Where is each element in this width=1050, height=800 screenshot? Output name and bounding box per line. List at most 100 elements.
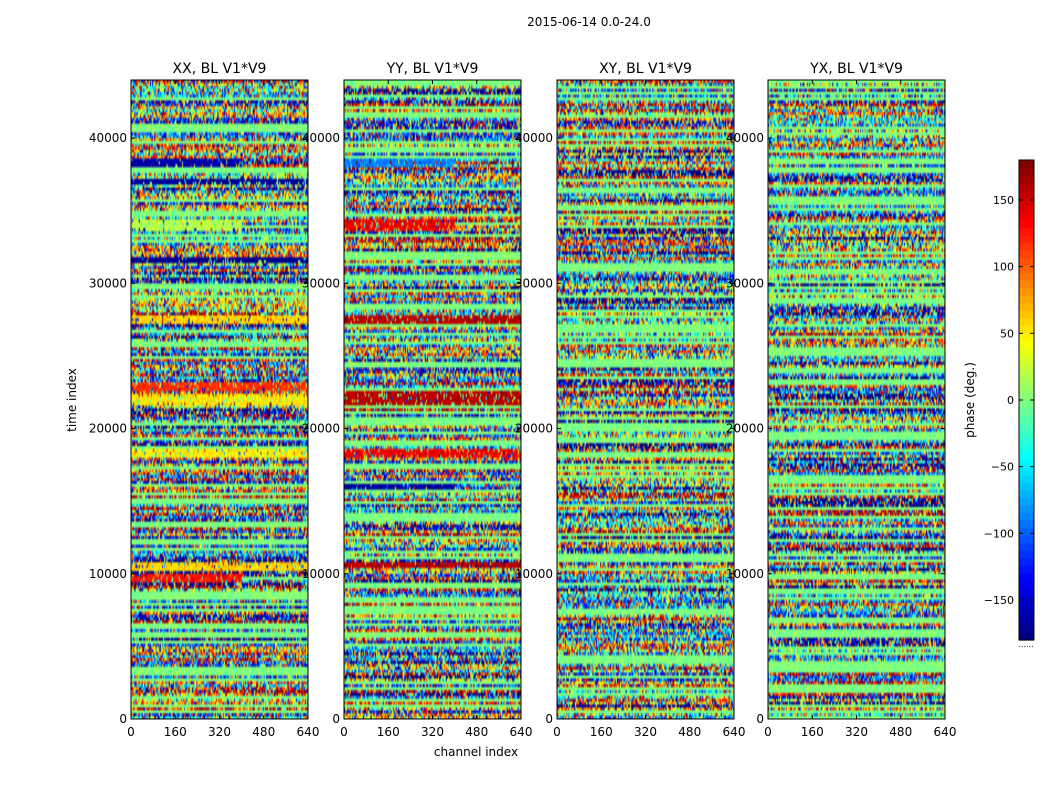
y-tick-label: 30000 [302, 276, 340, 290]
x-tick-label: 160 [801, 725, 824, 739]
x-tick-label: 480 [252, 725, 275, 739]
colorbar-segment [1019, 557, 1034, 566]
colorbar-tick-label: 50 [1000, 327, 1014, 340]
colorbar: 150 100 50 0 −50 −100 −150 [984, 159, 1035, 641]
panel-title: YY, BL V1*V9 [386, 61, 479, 77]
colorbar-tick-label: −100 [984, 527, 1014, 540]
y-tick-label: 40000 [726, 131, 764, 145]
colorbar-segment [1019, 512, 1034, 521]
x-tick-label: 640 [723, 725, 746, 739]
colorbar-segment [1019, 205, 1034, 214]
colorbar-segment [1019, 482, 1034, 491]
colorbar-segment [1019, 505, 1034, 514]
colorbar-segment [1019, 602, 1034, 611]
y-tick-label: 0 [756, 712, 764, 726]
colorbar-segment [1019, 490, 1034, 499]
colorbar-under-marker: ...... [1018, 640, 1033, 649]
colorbar-segment [1019, 332, 1034, 341]
heatmap-image [768, 80, 945, 719]
colorbar-tick-label: 0 [1007, 394, 1014, 407]
colorbar-segment [1019, 377, 1034, 386]
colorbar-segment [1019, 415, 1034, 424]
y-tick-label: 20000 [515, 422, 553, 436]
colorbar-segment [1019, 617, 1034, 626]
x-tick-label: 160 [377, 725, 400, 739]
colorbar-segment [1019, 587, 1034, 596]
colorbar-segment [1019, 347, 1034, 356]
colorbar-segment [1019, 287, 1034, 296]
colorbar-segment [1019, 452, 1034, 461]
panels: XX, BL V1*V9 0 160 320 480 640 0 10000 20000 3000… [89, 61, 957, 739]
colorbar-segment [1019, 565, 1034, 574]
colorbar-segment [1019, 430, 1034, 439]
colorbar-segment [1019, 400, 1034, 409]
colorbar-segment [1019, 160, 1034, 169]
colorbar-segment [1019, 520, 1034, 529]
y-tick-label: 20000 [726, 422, 764, 436]
heatmap-image [131, 80, 308, 719]
panel-title: YX, BL V1*V9 [809, 61, 903, 77]
colorbar-segment [1019, 265, 1034, 274]
x-tick-label: 480 [678, 725, 701, 739]
y-tick-label: 10000 [89, 567, 127, 581]
colorbar-segment [1019, 220, 1034, 229]
y-tick-label: 0 [332, 712, 340, 726]
x-tick-label: 0 [127, 725, 135, 739]
colorbar-segment [1019, 385, 1034, 394]
colorbar-segment [1019, 197, 1034, 206]
colorbar-label: phase (deg.) [963, 362, 977, 438]
colorbar-segment [1019, 370, 1034, 379]
colorbar-segment [1019, 182, 1034, 191]
y-tick-label: 30000 [515, 276, 553, 290]
colorbar-segment [1019, 550, 1034, 559]
colorbar-segment [1019, 295, 1034, 304]
panel-3: XY, BL V1*V9 0 160 320 480 640 0 10000 20000 3000… [515, 61, 746, 739]
x-tick-label: 320 [421, 725, 444, 739]
heatmap-image [344, 80, 521, 719]
colorbar-segment [1019, 250, 1034, 259]
colorbar-segment [1019, 497, 1034, 506]
colorbar-segment [1019, 445, 1034, 454]
y-tick-label: 20000 [302, 422, 340, 436]
colorbar-segment [1019, 610, 1034, 619]
heatmap-image [557, 80, 734, 719]
colorbar-segment [1019, 340, 1034, 349]
panel-1: XX, BL V1*V9 0 160 320 480 640 0 10000 20000 3000… [89, 61, 320, 739]
panel-2: YY, BL V1*V9 0 160 320 480 640 0 10000 20000 3000… [302, 61, 533, 739]
y-tick-label: 20000 [89, 422, 127, 436]
x-tick-label: 320 [208, 725, 231, 739]
y-tick-label: 10000 [515, 567, 553, 581]
y-tick-label: 40000 [89, 131, 127, 145]
y-tick-label: 30000 [89, 276, 127, 290]
x-tick-label: 480 [465, 725, 488, 739]
y-tick-label: 10000 [726, 567, 764, 581]
y-tick-label: 0 [545, 712, 553, 726]
x-tick-label: 640 [934, 725, 957, 739]
colorbar-segment [1019, 437, 1034, 446]
x-tick-label: 480 [889, 725, 912, 739]
colorbar-segment [1019, 595, 1034, 604]
x-axis-label: channel index [434, 745, 518, 759]
colorbar-segment [1019, 212, 1034, 221]
x-tick-label: 0 [764, 725, 772, 739]
colorbar-segment [1019, 257, 1034, 266]
colorbar-tick-label: −50 [991, 461, 1014, 474]
colorbar-segment [1019, 190, 1034, 199]
x-tick-label: 0 [340, 725, 348, 739]
colorbar-segment [1019, 235, 1034, 244]
x-tick-label: 320 [634, 725, 657, 739]
colorbar-segment [1019, 272, 1034, 281]
colorbar-segment [1019, 310, 1034, 319]
colorbar-segment [1019, 317, 1034, 326]
colorbar-segment [1019, 175, 1034, 184]
colorbar-segment [1019, 572, 1034, 581]
colorbar-segment [1019, 422, 1034, 431]
colorbar-segment [1019, 475, 1034, 484]
x-tick-label: 640 [297, 725, 320, 739]
panel-title: XX, BL V1*V9 [173, 61, 267, 77]
panel-title: XY, BL V1*V9 [599, 61, 692, 77]
colorbar-segment [1019, 227, 1034, 236]
y-axis-label: time index [65, 368, 79, 432]
y-tick-label: 40000 [302, 131, 340, 145]
colorbar-segment [1019, 542, 1034, 551]
